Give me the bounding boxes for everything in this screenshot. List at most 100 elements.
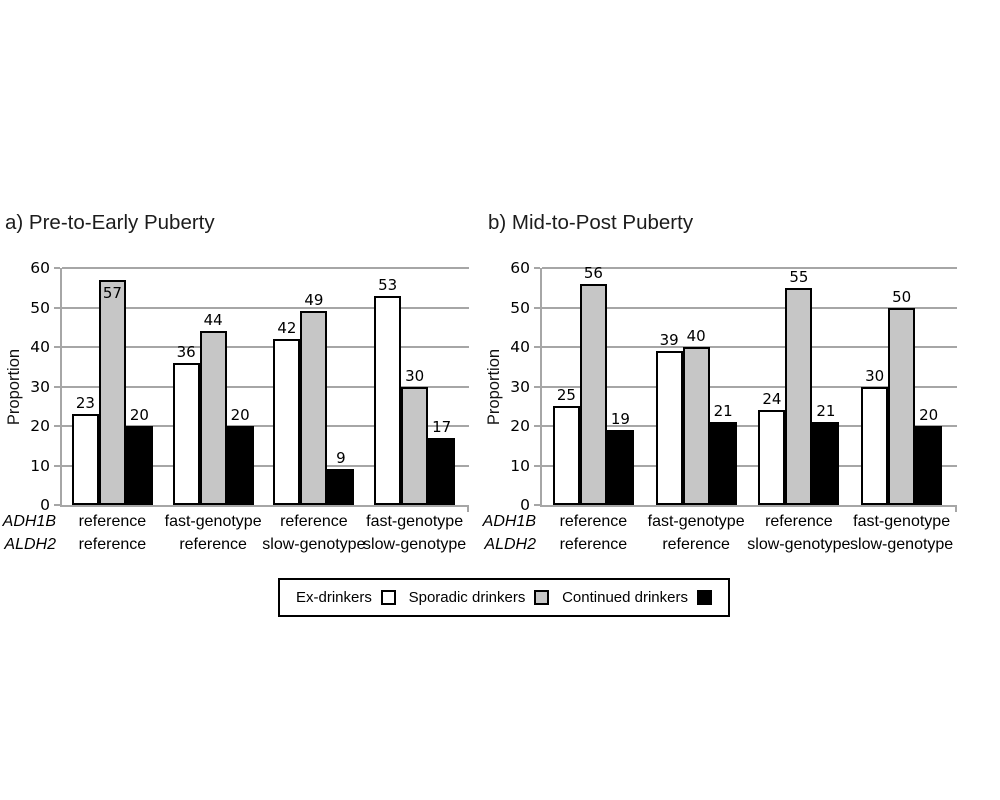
bar-sporadic-drinkers-0: [579, 283, 607, 505]
bar-sporadic-drinkers-3: [401, 386, 429, 505]
bar-value-label: 56: [583, 263, 603, 282]
bar-sporadic-drinkers-2: [300, 311, 328, 505]
y-tick-mark: [534, 504, 540, 506]
y-tick-mark: [54, 425, 60, 427]
y-tick-mark: [534, 425, 540, 427]
bar-value-label: 30: [865, 366, 885, 385]
bar-continued-drinkers-0: [125, 426, 153, 505]
y-tick-mark: [534, 464, 540, 467]
bar-value-label: 53: [378, 275, 398, 294]
bar-ex-drinkers-1: [172, 362, 200, 505]
category-label-row1: reference: [280, 513, 348, 530]
bar-value-label: 21: [713, 402, 733, 421]
bar-sporadic-drinkers-0: [98, 279, 126, 505]
bar-value-label: 20: [230, 406, 250, 424]
gene-axis-label-aldh2: ALDH2: [4, 536, 56, 553]
category-label-row2: slow-genotype: [747, 536, 851, 553]
y-tick-label: 20: [510, 417, 530, 435]
bar-value-label: 30: [405, 366, 425, 385]
chart-title: b) Mid-to-Post Puberty: [488, 211, 694, 234]
category-label-row2: reference: [662, 536, 730, 553]
y-tick-mark: [54, 464, 60, 467]
bar-ex-drinkers-1: [655, 350, 683, 505]
y-tick-label: 40: [30, 338, 50, 356]
category-label-row1: fast-genotype: [366, 513, 464, 530]
y-tick-mark: [54, 267, 60, 269]
bar-continued-drinkers-1: [709, 422, 737, 505]
bar-value-label: 19: [610, 409, 630, 428]
gene-axis-label-aldh2: ALDH2: [484, 536, 536, 553]
bar-sporadic-drinkers-2: [785, 287, 813, 505]
y-tick-mark: [534, 346, 540, 348]
y-tick-mark: [54, 504, 60, 506]
y-tick-mark: [54, 346, 60, 348]
gridline: [542, 306, 957, 309]
category-label-row2: slow-genotype: [850, 536, 954, 553]
x-tick-mark: [467, 507, 469, 512]
gridline: [62, 306, 469, 309]
x-axis-line: [60, 505, 469, 507]
bar-continued-drinkers-1: [226, 426, 254, 505]
legend: Ex-drinkers Sporadic drinkers Continued …: [278, 578, 730, 617]
gridline: [62, 464, 469, 467]
category-label-row1: reference: [78, 513, 147, 530]
bar-sporadic-drinkers-1: [682, 347, 710, 505]
bar-continued-drinkers-2: [327, 469, 355, 505]
legend-item-sporadic-drinkers: Sporadic drinkers: [409, 589, 550, 606]
category-label-row1: fast-genotype: [853, 513, 951, 530]
category-label-row2: reference: [559, 536, 628, 553]
y-tick-label: 50: [510, 298, 530, 317]
bar-value-label: 36: [176, 342, 196, 361]
gene-axis-label-adh1b: ADH1B: [482, 513, 536, 530]
bar-value-label: 55: [789, 267, 809, 286]
x-tick-mark: [955, 507, 957, 512]
bar-sporadic-drinkers-1: [199, 331, 227, 505]
bar-value-label: 21: [816, 402, 836, 421]
gridline: [62, 425, 469, 427]
legend-label: Sporadic drinkers: [408, 589, 526, 606]
y-axis-line: [540, 268, 542, 507]
bar-continued-drinkers-2: [812, 422, 840, 505]
category-label-row1: reference: [559, 513, 628, 530]
category-label-row1: fast-genotype: [164, 513, 262, 530]
category-label-row2: reference: [78, 536, 147, 553]
gridline: [62, 267, 469, 269]
y-tick-label: 0: [40, 496, 50, 514]
y-tick-label: 60: [30, 259, 50, 277]
bar-value-label: 20: [919, 406, 939, 424]
gridline: [62, 385, 469, 388]
bar-ex-drinkers-0: [552, 406, 580, 505]
bar-ex-drinkers-3: [374, 295, 402, 505]
category-label-row2: slow-genotype: [363, 536, 467, 553]
bar-ex-drinkers-2: [758, 410, 786, 505]
bar-value-label: 44: [203, 311, 223, 330]
bar-value-label: 57: [102, 283, 122, 302]
bar-continued-drinkers-3: [915, 426, 943, 505]
y-tick-mark: [534, 267, 540, 269]
y-tick-mark: [534, 306, 540, 309]
gridline: [542, 464, 957, 467]
bar-value-label: 20: [129, 406, 149, 424]
bar-value-label: 23: [75, 394, 95, 413]
continued-drinkers-swatch: [696, 590, 712, 605]
y-tick-label: 30: [30, 377, 50, 396]
category-label-row1: fast-genotype: [647, 513, 745, 530]
bar-value-label: 24: [762, 390, 782, 409]
ex-drinkers-swatch: [380, 590, 396, 605]
y-tick-label: 50: [30, 298, 50, 317]
gridline: [542, 267, 957, 269]
gridline: [542, 346, 957, 348]
gridline: [62, 346, 469, 348]
bar-ex-drinkers-2: [273, 339, 301, 505]
bar-continued-drinkers-0: [606, 429, 634, 505]
bar-ex-drinkers-0: [71, 414, 99, 505]
chart-title: a) Pre-to-Early Puberty: [5, 211, 215, 234]
category-label-row2: reference: [179, 536, 247, 553]
bar-value-label: 9: [336, 449, 346, 468]
y-axis-line: [60, 268, 62, 507]
bar-ex-drinkers-3: [861, 386, 889, 505]
y-tick-mark: [54, 385, 60, 388]
bar-sporadic-drinkers-3: [888, 307, 916, 505]
y-tick-label: 60: [510, 259, 530, 277]
gridline: [542, 385, 957, 388]
